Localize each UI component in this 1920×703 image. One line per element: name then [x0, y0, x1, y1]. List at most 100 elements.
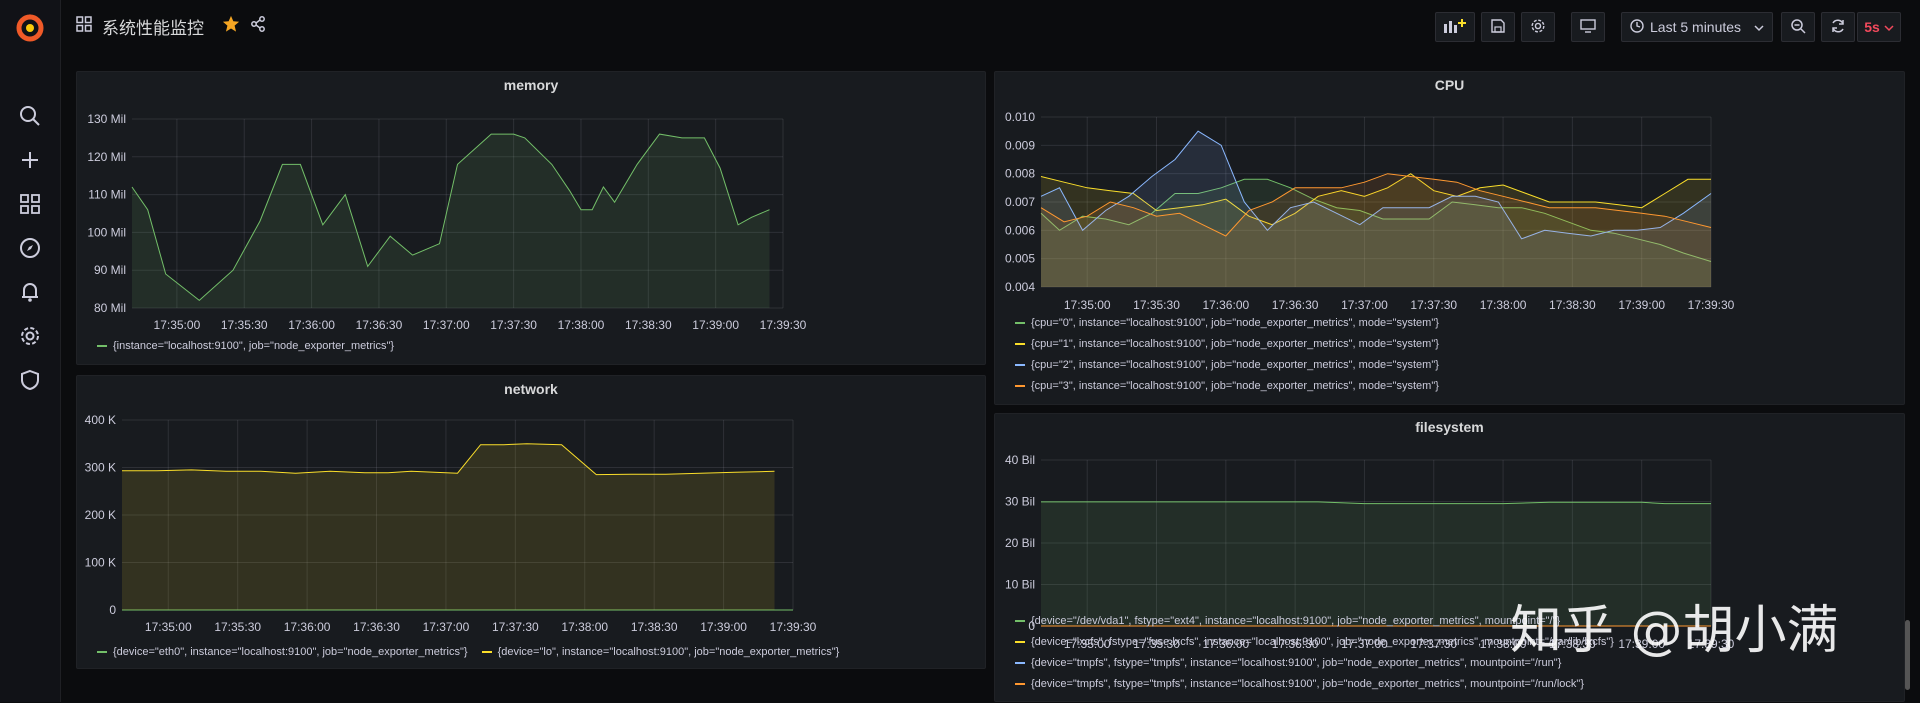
legend-label: {device="lxcfs", fstype="fuse.lxcfs", in…	[1031, 635, 1614, 648]
legend-swatch	[97, 650, 107, 653]
refresh-button[interactable]	[1821, 12, 1855, 42]
legend-item[interactable]: {cpu="1", instance="localhost:9100", job…	[1015, 333, 1439, 354]
x-tick-label: 17:38:00	[1480, 298, 1527, 312]
chart-legend: {device="eth0", instance="localhost:9100…	[97, 641, 839, 662]
plus-icon[interactable]	[0, 140, 60, 180]
gear-icon[interactable]	[0, 316, 60, 356]
x-tick-label: 17:39:30	[760, 318, 807, 332]
x-tick-label: 17:37:30	[1410, 298, 1457, 312]
dashboards-grid-icon[interactable]	[76, 16, 92, 37]
x-tick-label: 17:35:30	[221, 318, 268, 332]
x-tick-label: 17:36:30	[353, 620, 400, 634]
y-tick-label: 100 K	[85, 556, 116, 570]
x-tick-label: 17:35:00	[145, 620, 192, 634]
series-line-2[interactable]	[1040, 130, 1712, 240]
x-tick-label: 17:36:30	[1272, 298, 1319, 312]
series-line-0[interactable]	[131, 133, 770, 302]
legend-item[interactable]: {cpu="0", instance="localhost:9100", job…	[1015, 312, 1439, 333]
series-line-3[interactable]	[1040, 173, 1712, 237]
series-area-0	[1041, 501, 1711, 626]
legend-label: {cpu="0", instance="localhost:9100", job…	[1031, 316, 1439, 329]
legend-swatch	[97, 344, 107, 347]
network-chart[interactable]: 0 100 K 200 K 300 K 400 K 17:35:00 17:35:30 17:…	[77, 376, 987, 670]
memory-chart[interactable]: 80 Mil 90 Mil 100 Mil 110 Mil 120 Mil 130 Mil…	[77, 72, 987, 366]
x-tick-label: 17:36:30	[1272, 637, 1319, 651]
panel-title[interactable]: memory	[503, 77, 559, 93]
bell-icon[interactable]	[0, 272, 60, 312]
legend-swatch	[1015, 619, 1025, 622]
network-panel: network 0 100 K 200 K 300 K 400 K 17:35:00 17:…	[76, 375, 986, 669]
x-tick-label: 17:39:30	[770, 620, 817, 634]
refresh-interval-label: 5s	[1864, 19, 1880, 35]
x-tick-label: 17:37:30	[490, 318, 537, 332]
chart-legend: {cpu="0", instance="localhost:9100", job…	[1015, 312, 1439, 396]
time-range-label: Last 5 minutes	[1650, 19, 1742, 35]
legend-item[interactable]: {device="eth0", instance="localhost:9100…	[97, 641, 468, 662]
y-tick-label: 110 Mil	[88, 188, 126, 202]
x-tick-label: 17:38:30	[1549, 637, 1596, 651]
dashboard-title[interactable]: 系统性能监控	[102, 19, 204, 38]
y-tick-label: 10 Bil	[1005, 578, 1035, 592]
x-tick-label: 17:36:30	[356, 318, 403, 332]
y-tick-label: 400 K	[85, 413, 116, 427]
legend-item[interactable]: {device="lo", instance="localhost:9100",…	[481, 641, 840, 662]
x-tick-label: 17:38:30	[625, 318, 672, 332]
x-tick-label: 17:38:30	[1549, 298, 1596, 312]
legend-label: {device="/dev/vda1", fstype="ext4", inst…	[1031, 614, 1561, 627]
search-icon[interactable]	[0, 96, 60, 136]
x-tick-label: 17:37:00	[1341, 637, 1388, 651]
series-line-0[interactable]	[1041, 501, 1711, 505]
legend-item[interactable]: {device="/dev/vda1", fstype="ext4", inst…	[1015, 610, 1614, 631]
legend-item[interactable]: {device="tmpfs", fstype="tmpfs", instanc…	[1015, 652, 1614, 673]
legend-item[interactable]: {device="lxcfs", fstype="fuse.lxcfs", in…	[1015, 631, 1614, 652]
dashboard-title-area: 系统性能监控	[76, 14, 266, 39]
panel-title[interactable]: filesystem	[1415, 419, 1484, 435]
dashboards-icon[interactable]	[0, 184, 60, 224]
compass-icon[interactable]	[0, 228, 60, 268]
time-range-picker[interactable]: Last 5 minutes	[1621, 12, 1773, 42]
zoom-out-button[interactable]	[1781, 12, 1815, 42]
chevron-down-icon	[1754, 19, 1764, 35]
legend-item[interactable]: {device="tmpfs", fstype="tmpfs", instanc…	[1015, 673, 1614, 694]
legend-item[interactable]: {cpu="2", instance="localhost:9100", job…	[1015, 354, 1439, 375]
series-area-0	[1041, 179, 1711, 287]
y-tick-label: 120 Mil	[87, 150, 126, 164]
legend-swatch	[1015, 342, 1025, 345]
cpu-chart[interactable]: 0.004 0.005 0.006 0.007 0.008 0.009 0.010 17:35…	[995, 72, 1906, 406]
legend-label: {device="lo", instance="localhost:9100",…	[497, 645, 840, 658]
refresh-interval-picker[interactable]: 5s	[1857, 12, 1901, 42]
x-tick-label: 17:37:00	[1341, 298, 1388, 312]
panel-title[interactable]: CPU	[1434, 77, 1465, 93]
dashboard-settings-button[interactable]	[1521, 12, 1555, 42]
grafana-logo-icon[interactable]	[14, 12, 46, 44]
series-line-1[interactable]	[122, 443, 775, 476]
star-icon[interactable]	[222, 15, 240, 38]
legend-label: {cpu="2", instance="localhost:9100", job…	[1031, 358, 1439, 371]
add-panel-button[interactable]	[1435, 12, 1475, 42]
watermark-text: 知乎 @胡小满	[1510, 601, 1839, 661]
scrollbar[interactable]	[1905, 620, 1910, 690]
shield-icon[interactable]	[0, 360, 60, 400]
x-tick-label: 17:36:00	[284, 620, 331, 634]
legend-swatch	[1015, 363, 1025, 366]
legend-item[interactable]: {cpu="3", instance="localhost:9100", job…	[1015, 375, 1439, 396]
legend-item[interactable]: {instance="localhost:9100", job="node_ex…	[97, 335, 394, 356]
series-line-0[interactable]	[1040, 178, 1712, 262]
share-icon[interactable]	[250, 16, 266, 37]
legend-swatch	[1015, 640, 1025, 643]
save-dashboard-button[interactable]	[1481, 12, 1515, 42]
x-tick-label: 17:35:00	[1064, 298, 1111, 312]
legend-swatch	[1015, 321, 1025, 324]
x-tick-label: 17:38:00	[558, 318, 605, 332]
series-line-1[interactable]	[1040, 173, 1711, 226]
gear-icon	[1530, 18, 1546, 37]
y-tick-label: 20 Bil	[1005, 536, 1035, 550]
y-tick-label: 0.008	[1005, 167, 1035, 181]
tv-mode-button[interactable]	[1571, 12, 1605, 42]
filesystem-chart[interactable]: 0 10 Bil 20 Bil 30 Bil 40 Bil 17:35:00 17:35:3…	[995, 414, 1906, 703]
y-tick-label: 300 K	[85, 461, 116, 475]
x-tick-label: 17:37:30	[1410, 637, 1457, 651]
x-tick-label: 17:39:30	[1688, 298, 1735, 312]
panel-title[interactable]: network	[504, 381, 558, 397]
legend-label: {device="tmpfs", fstype="tmpfs", instanc…	[1031, 677, 1584, 690]
